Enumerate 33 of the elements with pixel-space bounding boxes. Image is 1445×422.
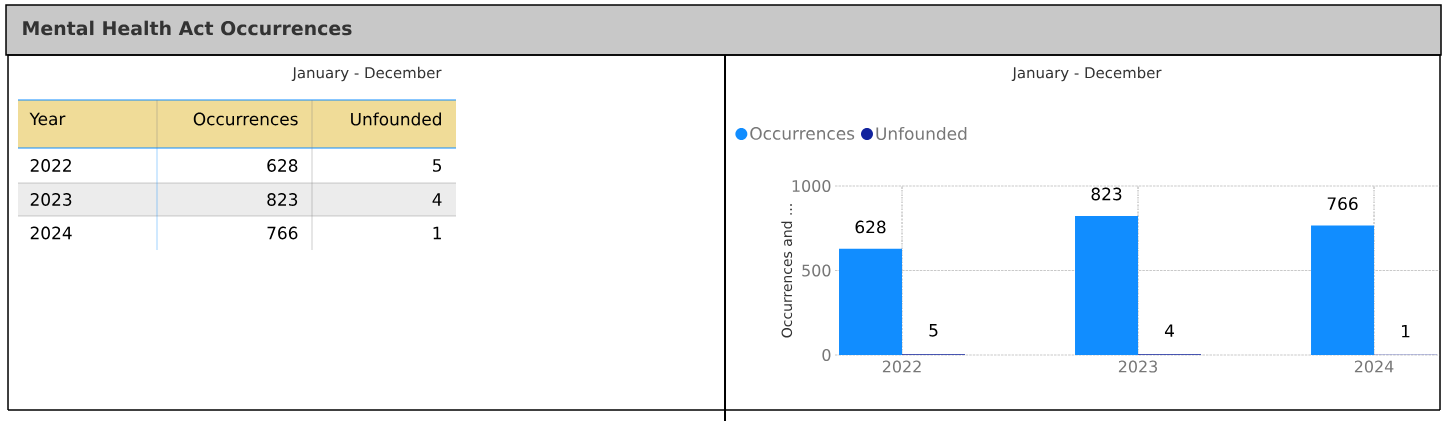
y-tick-label: 0 xyxy=(822,348,831,362)
category-label: 2022 xyxy=(30,159,71,172)
category-label: 2024 xyxy=(30,226,72,240)
data-label: 1 xyxy=(433,226,441,240)
x-tick-label: 2024 xyxy=(1354,360,1394,373)
data-label: 766 xyxy=(267,226,298,240)
bar xyxy=(1075,215,1139,355)
y-axis-title: Occurrences and ... xyxy=(781,204,793,338)
text: Year xyxy=(29,112,66,126)
x-tick-label: 2023 xyxy=(1118,360,1158,373)
text: Occurrences xyxy=(193,112,298,126)
data-label: 5 xyxy=(929,324,938,337)
category-label: 2023 xyxy=(30,193,72,206)
legend-label: Unfounded xyxy=(876,126,967,140)
data-label: 823 xyxy=(1091,187,1122,201)
data-label: 628 xyxy=(855,220,886,234)
text: Mental Health Act Occurrences xyxy=(23,20,352,36)
data-label: 766 xyxy=(1327,197,1358,211)
y-tick-label: 500 xyxy=(802,264,831,277)
data-label: 4 xyxy=(1164,324,1174,337)
y-tick-label: 1000 xyxy=(792,179,831,193)
text: January - December xyxy=(291,66,442,82)
bar xyxy=(839,248,903,355)
bar xyxy=(1311,225,1375,355)
data-label: 5 xyxy=(433,159,442,172)
data-label: 1 xyxy=(1402,324,1410,338)
data-label: 4 xyxy=(432,193,442,206)
chart-subtitle: January - December xyxy=(1011,66,1162,82)
x-tick-label: 2022 xyxy=(882,360,921,373)
text: Unfounded xyxy=(351,112,441,126)
data-label: 628 xyxy=(267,159,298,172)
data-label: 823 xyxy=(267,193,298,206)
legend-label: Occurrences xyxy=(750,127,855,140)
